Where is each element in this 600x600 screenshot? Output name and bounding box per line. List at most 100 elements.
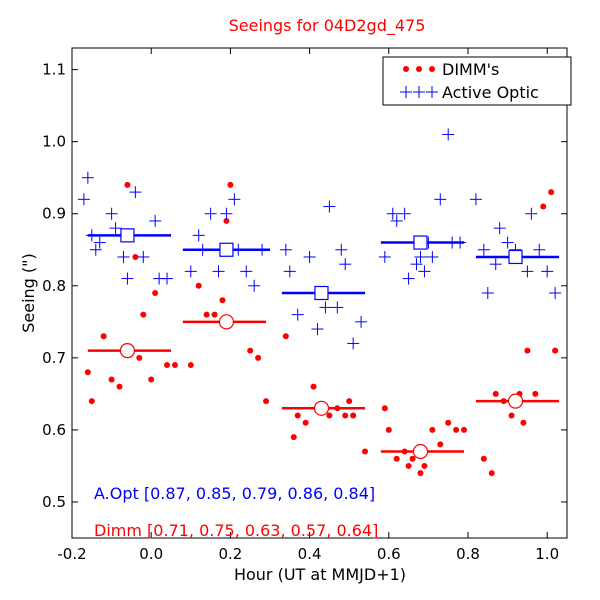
dimm-point xyxy=(100,333,107,340)
dimm-bin-marker xyxy=(412,443,429,460)
dimm-point xyxy=(136,354,143,361)
legend-label-dimm: DIMM's xyxy=(442,60,499,79)
aopt-point xyxy=(121,272,134,285)
aopt-point xyxy=(77,193,90,206)
aopt-point xyxy=(410,258,423,271)
dimm-point xyxy=(524,347,531,354)
aopt-point xyxy=(228,193,241,206)
aopt-point xyxy=(347,337,360,350)
x-tick-label: 0.2 xyxy=(218,545,242,563)
dimm-point xyxy=(381,405,388,412)
aopt-bin-marker xyxy=(413,235,428,250)
dimm-point xyxy=(488,470,495,477)
dimm-point xyxy=(108,376,115,383)
aopt-point xyxy=(355,315,368,328)
aopt-point xyxy=(117,250,130,263)
aopt-bin-marker xyxy=(219,242,234,257)
aopt-point xyxy=(161,272,174,285)
dimm-point xyxy=(124,181,131,188)
aopt-point xyxy=(549,287,562,299)
aopt-point xyxy=(311,323,324,336)
dimm-point xyxy=(223,217,230,224)
aopt-point xyxy=(339,258,352,271)
dimm-point xyxy=(282,333,289,340)
aopt-point xyxy=(105,207,118,220)
aopt-bin-marker xyxy=(314,285,329,301)
aopt-point xyxy=(481,287,494,299)
dimm-annotation: Dimm [0.71, 0.75, 0.63, 0.57, 0.64] xyxy=(94,521,378,540)
dimm-point xyxy=(429,426,436,433)
y-tick-label: 0.6 xyxy=(42,421,66,439)
dimm-point xyxy=(508,412,515,419)
aopt-point xyxy=(442,128,455,141)
y-tick-label: 1.0 xyxy=(42,133,66,151)
dimm-point xyxy=(247,347,254,354)
dimm-point xyxy=(187,362,194,369)
dimm-point xyxy=(195,282,202,289)
x-tick-label: 1.0 xyxy=(535,545,559,563)
legend-dimm-marker xyxy=(416,66,422,72)
aopt-point xyxy=(525,207,538,220)
dimm-point xyxy=(140,311,147,318)
x-tick-label: 0.6 xyxy=(377,545,401,563)
plot-frame xyxy=(71,47,568,539)
aopt-point xyxy=(93,236,106,249)
dimm-point xyxy=(302,419,309,426)
y-axis-label: Seeing (") xyxy=(19,253,38,333)
dimm-point xyxy=(548,189,555,196)
dimm-point xyxy=(453,426,460,433)
plot-area: -0.2 0.0 0.2 0.4 0.6 0.8 1.0 0.5 0.6 0.7 0.8 0.9 1.0… xyxy=(42,47,568,563)
legend: DIMM's Active Optic xyxy=(382,56,572,106)
y-tick-label: 0.5 xyxy=(42,493,66,511)
aopt-point xyxy=(149,214,162,227)
aopt-point xyxy=(386,207,399,220)
dimm-point xyxy=(393,455,400,462)
dimm-point xyxy=(552,347,559,354)
dimm-point xyxy=(520,419,527,426)
x-tick-label: -0.2 xyxy=(57,545,86,563)
dimm-point xyxy=(405,462,412,469)
legend-label-aopt: Active Optic xyxy=(442,83,539,102)
aopt-point xyxy=(184,265,197,278)
x-tick-label: 0.8 xyxy=(456,545,480,563)
dimm-point xyxy=(219,297,226,304)
dimm-point xyxy=(88,398,95,405)
aopt-point xyxy=(204,207,217,220)
dimm-bin-marker xyxy=(218,314,235,330)
x-tick-label: 0.4 xyxy=(298,545,322,563)
dimm-point xyxy=(437,441,444,448)
aopt-point xyxy=(323,200,336,213)
legend-dimm-marker xyxy=(429,66,435,72)
aopt-point xyxy=(434,193,447,206)
legend-markers xyxy=(400,66,438,98)
dimm-point xyxy=(480,455,487,462)
aopt-point xyxy=(192,229,205,242)
aopt-point xyxy=(331,301,344,314)
aopt-point xyxy=(279,243,292,256)
aopt-point xyxy=(398,207,411,220)
aopt-point xyxy=(378,250,391,263)
aopt-point xyxy=(137,250,150,263)
y-tick-label: 1.1 xyxy=(42,61,66,79)
dimm-bin-marker xyxy=(119,343,136,359)
aopt-point xyxy=(493,222,506,235)
dimm-point xyxy=(227,181,234,188)
x-tick-label: 0.0 xyxy=(139,545,163,563)
aopt-point xyxy=(283,265,296,278)
aopt-point xyxy=(390,214,403,227)
dimm-point xyxy=(409,455,416,462)
dimm-point xyxy=(255,354,262,361)
dimm-point xyxy=(362,448,369,455)
x-axis-label: Hour (UT at MMJD+1) xyxy=(234,565,406,584)
aopt-bin-marker xyxy=(120,228,135,243)
aopt-point xyxy=(220,207,233,220)
dimm-point xyxy=(417,470,424,477)
aopt-annotation: A.Opt [0.87, 0.85, 0.79, 0.86, 0.84] xyxy=(94,484,375,503)
dimm-point xyxy=(326,412,333,419)
aopt-point xyxy=(248,279,261,292)
aopt-point xyxy=(319,301,332,314)
axis-ticks: -0.2 0.0 0.2 0.4 0.6 0.8 1.0 0.5 0.6 0.7 0.8 0.9 1.0… xyxy=(42,48,567,563)
dimm-point xyxy=(290,434,297,441)
dimm-point xyxy=(263,398,270,405)
